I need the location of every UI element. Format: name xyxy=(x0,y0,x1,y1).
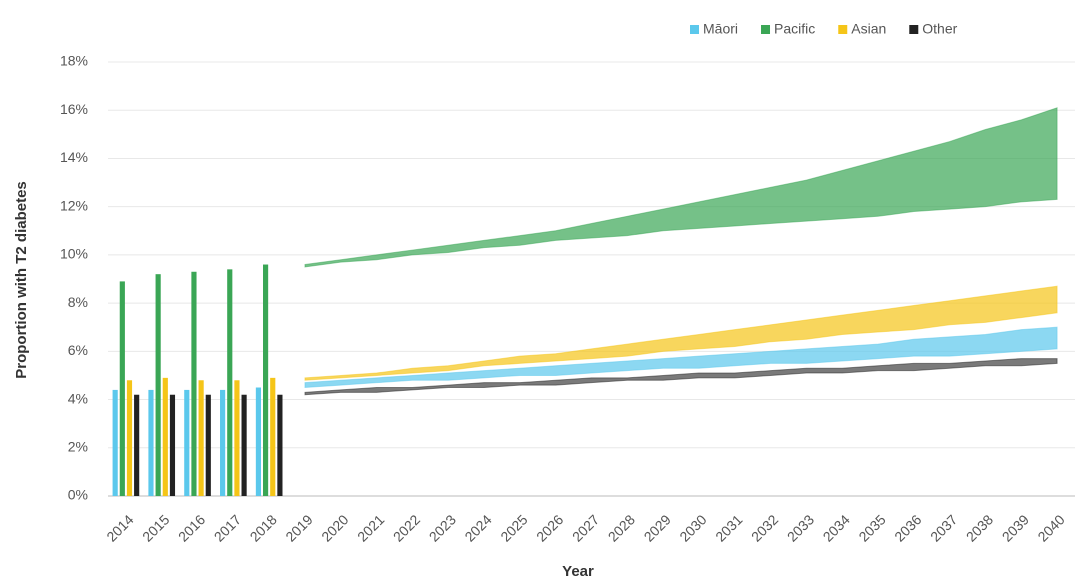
bar xyxy=(191,271,197,496)
projection-band xyxy=(304,326,1058,389)
x-tick-label: 2024 xyxy=(461,511,494,544)
x-tick-label: 2033 xyxy=(784,511,817,544)
bar xyxy=(155,274,161,496)
y-tick-label: 18% xyxy=(60,53,88,69)
x-tick-label: 2037 xyxy=(927,511,960,544)
bar xyxy=(255,387,262,496)
bar xyxy=(148,389,154,496)
bar xyxy=(162,377,168,496)
bar xyxy=(263,264,269,496)
legend-label: Māori xyxy=(703,21,738,37)
y-tick-label: 10% xyxy=(60,246,88,262)
bar xyxy=(198,380,204,496)
x-tick-label: 2021 xyxy=(354,511,387,544)
projection-band xyxy=(304,285,1058,381)
bar xyxy=(205,394,211,496)
x-tick-label: 2027 xyxy=(569,511,602,544)
bar xyxy=(234,380,240,496)
y-tick-label: 2% xyxy=(68,438,88,454)
y-tick-label: 16% xyxy=(60,101,88,117)
projection-band xyxy=(304,107,1058,268)
x-tick-label: 2030 xyxy=(676,511,709,544)
bar xyxy=(112,389,118,496)
y-tick-label: 14% xyxy=(60,149,88,165)
bar xyxy=(134,394,140,496)
bar xyxy=(184,389,190,496)
x-tick-label: 2026 xyxy=(533,511,566,544)
bar xyxy=(277,394,283,496)
x-tick-label: 2032 xyxy=(748,511,781,544)
bar xyxy=(220,389,226,496)
x-tick-label: 2029 xyxy=(641,511,674,544)
legend-swatch xyxy=(909,25,919,34)
x-tick-label: 2014 xyxy=(103,511,136,544)
legend-label: Other xyxy=(922,21,957,37)
x-tick-label: 2039 xyxy=(999,511,1032,544)
legend-swatch xyxy=(690,25,699,34)
y-tick-label: 8% xyxy=(68,294,88,310)
legend-label: Pacific xyxy=(774,21,815,37)
x-tick-label: 2040 xyxy=(1034,511,1067,544)
x-axis-title: Year xyxy=(562,563,594,580)
bar xyxy=(270,377,276,496)
y-tick-label: 12% xyxy=(60,197,88,213)
y-tick-label: 0% xyxy=(68,487,88,503)
bar xyxy=(241,394,247,496)
x-tick-label: 2028 xyxy=(605,511,638,544)
x-tick-label: 2022 xyxy=(390,511,423,544)
y-tick-label: 4% xyxy=(68,390,88,406)
x-tick-label: 2035 xyxy=(855,511,888,544)
x-tick-label: 2025 xyxy=(497,511,530,544)
y-tick-label: 6% xyxy=(68,342,88,358)
x-tick-label: 2034 xyxy=(820,511,853,544)
bar xyxy=(227,269,233,496)
legend-swatch xyxy=(761,25,771,34)
legend-swatch xyxy=(838,25,848,34)
x-tick-label: 2038 xyxy=(963,511,996,544)
bar xyxy=(119,281,125,496)
projection-band xyxy=(304,358,1058,396)
x-tick-label: 2018 xyxy=(247,511,280,544)
bar xyxy=(169,394,176,496)
x-tick-label: 2020 xyxy=(318,511,351,544)
bar xyxy=(126,380,133,496)
x-tick-label: 2015 xyxy=(139,511,172,544)
x-tick-label: 2016 xyxy=(175,511,208,544)
x-tick-label: 2017 xyxy=(211,511,244,544)
legend-label: Asian xyxy=(851,21,886,37)
x-tick-label: 2036 xyxy=(891,511,924,544)
x-tick-label: 2031 xyxy=(712,511,745,544)
x-tick-label: 2019 xyxy=(282,511,315,544)
x-tick-label: 2023 xyxy=(426,511,459,544)
y-axis-title: Proportion with T2 diabetes xyxy=(13,181,30,379)
